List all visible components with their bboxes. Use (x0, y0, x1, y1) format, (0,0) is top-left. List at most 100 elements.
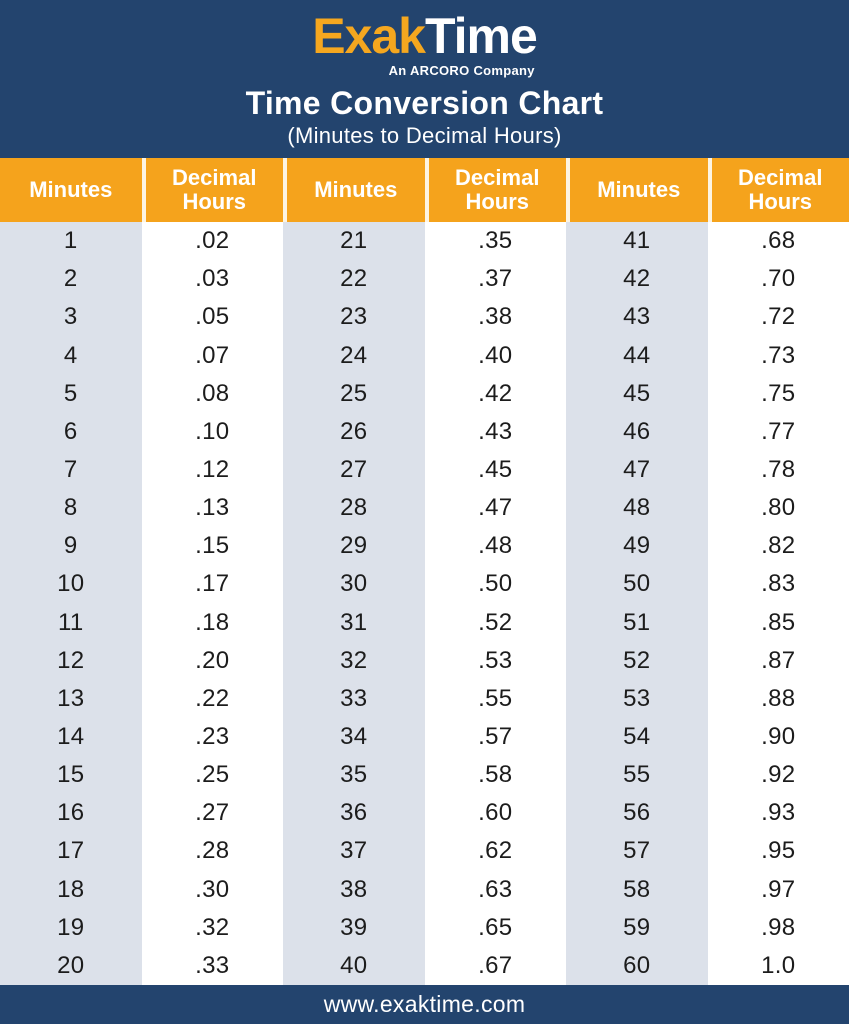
logo-time-text: Time (424, 7, 538, 64)
decimal-hours-cell: .43 (424, 412, 566, 451)
decimal-hours-cell: .03 (141, 260, 283, 299)
decimal-hours-cell: .82 (707, 527, 849, 566)
minutes-cell: 9 (0, 527, 142, 566)
decimal-hours-cell: .62 (424, 832, 566, 871)
decimal-hours-cell: .23 (141, 717, 283, 757)
minutes-cell: 5 (0, 374, 142, 413)
decimal-hours-cell: .10 (141, 412, 283, 451)
decimal-hours-cell: .83 (707, 565, 849, 604)
minutes-cell: 28 (283, 489, 425, 528)
minutes-cell: 10 (0, 565, 142, 604)
minutes-cell: 20 (0, 946, 142, 985)
minutes-cell: 13 (0, 679, 142, 718)
decimal-hours-cell: .87 (707, 641, 849, 680)
minutes-header: Minutes (0, 158, 142, 222)
decimal-hours-cell: .38 (424, 298, 566, 337)
decimal-hours-cell: .95 (707, 832, 849, 871)
decimal-hours-cell: .80 (707, 489, 849, 528)
logo-wordmark: ExakTime (312, 11, 538, 61)
minutes-cell: 15 (0, 756, 142, 795)
minutes-cell: 36 (283, 794, 425, 833)
decimal-hours-header: Decimal Hours (141, 158, 283, 222)
minutes-cell: 52 (566, 641, 708, 680)
decimal-hours-cell: .47 (424, 489, 566, 528)
decimal-hours-cell: .63 (424, 870, 566, 909)
minutes-cell: 7 (0, 450, 142, 490)
minutes-cell: 59 (566, 908, 708, 947)
decimal-hours-cell: .08 (141, 374, 283, 413)
minutes-cell: 40 (283, 946, 425, 985)
minutes-cell: 29 (283, 527, 425, 566)
decimal-hours-cell: .78 (707, 450, 849, 490)
decimal-hours-cell: .18 (141, 603, 283, 642)
minutes-cell: 26 (283, 412, 425, 451)
minutes-cell: 39 (283, 908, 425, 947)
minutes-cell: 42 (566, 260, 708, 299)
minutes-cell: 34 (283, 717, 425, 757)
minutes-cell: 51 (566, 603, 708, 642)
minutes-cell: 50 (566, 565, 708, 604)
decimal-hours-cell: .45 (424, 450, 566, 490)
decimal-hours-cell: .68 (707, 222, 849, 261)
minutes-header: Minutes (283, 158, 425, 222)
minutes-cell: 19 (0, 908, 142, 947)
minutes-header: Minutes (566, 158, 708, 222)
minutes-cell: 41 (566, 222, 708, 261)
minutes-cell: 3 (0, 298, 142, 337)
decimal-hours-cell: .93 (707, 794, 849, 833)
decimal-hours-header: Decimal Hours (424, 158, 566, 222)
decimal-hours-cell: .92 (707, 756, 849, 795)
minutes-cell: 60 (566, 946, 708, 985)
decimal-hours-cell: .28 (141, 832, 283, 871)
minutes-cell: 53 (566, 679, 708, 718)
minutes-cell: 21 (283, 222, 425, 261)
minutes-cell: 17 (0, 832, 142, 871)
minutes-cell: 1 (0, 222, 142, 261)
minutes-cell: 6 (0, 412, 142, 451)
decimal-hours-cell: .42 (424, 374, 566, 413)
header-section: ExakTime An ARCORO Company Time Conversi… (0, 0, 849, 158)
decimal-hours-cell: .20 (141, 641, 283, 680)
decimal-hours-cell: .70 (707, 260, 849, 299)
minutes-cell: 4 (0, 336, 142, 375)
decimal-hours-cell: .90 (707, 717, 849, 757)
minutes-cell: 30 (283, 565, 425, 604)
minutes-cell: 49 (566, 527, 708, 566)
decimal-hours-cell: .50 (424, 565, 566, 604)
decimal-hours-cell: .73 (707, 336, 849, 375)
minutes-cell: 56 (566, 794, 708, 833)
decimal-hours-cell: .97 (707, 870, 849, 909)
decimal-hours-cell: .33 (141, 946, 283, 985)
decimal-hours-cell: .57 (424, 717, 566, 757)
minutes-cell: 37 (283, 832, 425, 871)
minutes-cell: 46 (566, 412, 708, 451)
footer-bar: www.exaktime.com (0, 985, 849, 1024)
decimal-hours-cell: .53 (424, 641, 566, 680)
minutes-cell: 16 (0, 794, 142, 833)
minutes-cell: 58 (566, 870, 708, 909)
decimal-hours-cell: .13 (141, 489, 283, 528)
minutes-cell: 14 (0, 717, 142, 757)
decimal-hours-cell: .67 (424, 946, 566, 985)
decimal-hours-header: Decimal Hours (707, 158, 849, 222)
minutes-cell: 2 (0, 260, 142, 299)
minutes-cell: 57 (566, 832, 708, 871)
minutes-cell: 8 (0, 489, 142, 528)
decimal-hours-cell: .98 (707, 908, 849, 947)
minutes-cell: 25 (283, 374, 425, 413)
minutes-cell: 43 (566, 298, 708, 337)
minutes-cell: 22 (283, 260, 425, 299)
logo-tagline: An ARCORO Company (388, 63, 535, 79)
minutes-cell: 55 (566, 756, 708, 795)
decimal-hours-cell: .27 (141, 794, 283, 833)
minutes-cell: 32 (283, 641, 425, 680)
page-title: Time Conversion Chart (245, 85, 604, 122)
decimal-hours-cell: .07 (141, 336, 283, 375)
decimal-hours-cell: .60 (424, 794, 566, 833)
minutes-cell: 33 (283, 679, 425, 718)
decimal-hours-cell: .85 (707, 603, 849, 642)
website-url: www.exaktime.com (323, 991, 526, 1017)
decimal-hours-cell: .72 (707, 298, 849, 337)
decimal-hours-cell: .17 (141, 565, 283, 604)
exaktime-logo: ExakTime An ARCORO Company (312, 11, 538, 79)
